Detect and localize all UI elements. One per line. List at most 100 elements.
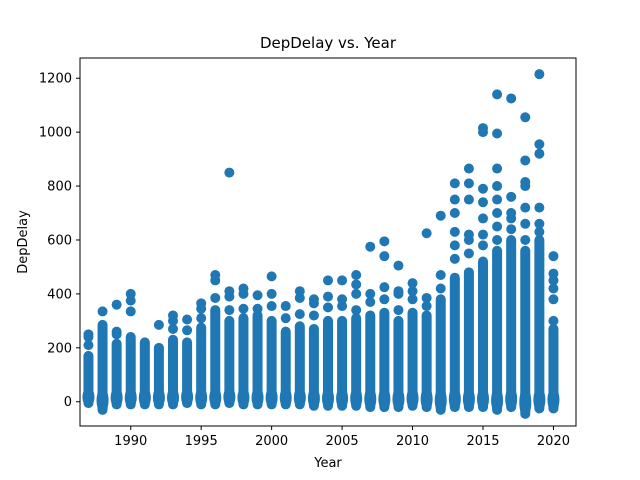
data-point-2009-3 [393, 260, 404, 271]
data-point-2011-0 [421, 301, 432, 312]
x-tick-label-1990: 1990 [114, 434, 147, 449]
point-cluster-2019 [533, 386, 546, 413]
data-point-2006-0 [351, 305, 362, 316]
data-point-2007-2 [365, 241, 376, 252]
data-point-2015-1 [478, 229, 488, 240]
data-point-2015-2 [478, 213, 488, 224]
data-point-1997-2 [224, 286, 235, 297]
point-cluster-2020 [547, 386, 560, 413]
data-point-2000-2 [266, 271, 277, 282]
point-cluster-2016 [491, 386, 504, 414]
data-point-2014-4 [463, 178, 474, 189]
data-point-2008-0 [379, 294, 390, 305]
data-point-2018-4 [520, 177, 531, 188]
point-cluster-1998 [237, 386, 250, 409]
data-point-1988-0 [97, 306, 108, 317]
data-point-1998-0 [238, 303, 249, 314]
data-point-2005-1 [337, 294, 348, 305]
x-axis-label: Year [313, 456, 342, 471]
x-tick-label-1995: 1995 [185, 434, 218, 449]
data-point-2016-4 [492, 181, 503, 192]
data-point-2002-2 [294, 286, 305, 297]
data-point-2016-3 [492, 194, 503, 205]
data-point-1994-0 [182, 325, 193, 336]
point-cluster-1991 [138, 386, 151, 409]
data-point-1996-2 [210, 270, 221, 281]
x-tick-label-2005: 2005 [326, 434, 359, 449]
data-point-1987-2 [83, 329, 94, 340]
point-cluster-1989 [110, 386, 123, 409]
data-point-1987-0 [83, 340, 94, 351]
y-tick-label-0: 0 [64, 395, 72, 410]
x-tick-label-2020: 2020 [537, 434, 570, 449]
data-point-2014-3 [463, 194, 474, 205]
data-point-2015-4 [478, 183, 488, 194]
data-point-2019-1 [534, 218, 545, 229]
point-cluster-1994 [181, 386, 194, 408]
data-point-2017-0 [506, 224, 517, 235]
data-point-2017-2 [506, 208, 517, 219]
data-point-2013-1 [449, 240, 460, 251]
y-tick-label-1200: 1200 [39, 72, 72, 87]
data-point-2013-0 [449, 253, 460, 264]
data-point-2000-0 [266, 301, 277, 312]
data-point-2016-6 [492, 128, 503, 139]
data-point-2001-0 [280, 313, 291, 324]
y-tick-label-200: 200 [47, 341, 72, 356]
data-point-2012-1 [435, 270, 446, 281]
point-cluster-1993 [167, 386, 179, 409]
data-point-2012-2 [435, 210, 446, 221]
point-cluster-1988 [96, 386, 109, 414]
point-cluster-2013 [448, 386, 461, 412]
point-cluster-1996 [209, 386, 222, 409]
data-point-2010-0 [407, 294, 418, 305]
data-point-2006-1 [351, 288, 362, 299]
data-point-2018-5 [520, 155, 531, 166]
x-axis-ticks: 1990 1995 2000 2005 2010 2015 2020 [114, 426, 570, 449]
point-cluster-2003 [307, 386, 320, 410]
data-point-2006-2 [351, 279, 362, 290]
data-point-1990-0 [125, 306, 136, 317]
y-tick-label-1000: 1000 [39, 126, 72, 141]
data-point-1989-1 [111, 326, 122, 337]
data-point-1992-0 [153, 319, 164, 330]
data-point-1999-1 [252, 290, 263, 301]
point-cluster-2001 [279, 386, 292, 409]
data-point-2003-0 [308, 310, 319, 321]
data-point-2004-0 [323, 302, 333, 313]
data-point-2007-0 [365, 296, 376, 307]
data-point-2018-2 [520, 202, 531, 213]
data-point-2014-0 [463, 248, 474, 259]
data-point-2017-4 [506, 93, 517, 104]
data-point-2019-4 [534, 139, 545, 150]
data-point-1997-3 [224, 167, 235, 178]
data-point-2012-0 [435, 283, 446, 294]
x-tick-label-2015: 2015 [466, 434, 499, 449]
data-point-1995-0 [196, 313, 207, 324]
point-cluster-2000 [265, 386, 278, 409]
data-points [82, 69, 560, 419]
data-point-2020-1 [548, 294, 559, 305]
point-cluster-2017 [505, 386, 518, 412]
data-point-2020-0 [548, 315, 559, 326]
data-point-2018-0 [520, 234, 531, 245]
data-point-2016-7 [492, 89, 503, 100]
data-point-2016-1 [492, 221, 503, 232]
data-point-2020-4 [548, 268, 559, 279]
point-cluster-1990 [124, 386, 137, 409]
data-point-1989-2 [111, 299, 122, 310]
data-point-2013-3 [449, 208, 460, 219]
data-point-2003-2 [308, 294, 319, 305]
data-point-2001-1 [280, 301, 291, 312]
data-point-1993-0 [168, 323, 178, 334]
data-point-2019-5 [534, 69, 545, 80]
data-point-2019-2 [534, 202, 545, 213]
point-cluster-2010 [406, 386, 419, 410]
data-point-2019-0 [534, 226, 545, 237]
data-point-2013-4 [449, 194, 460, 205]
plot-frame [79, 57, 577, 427]
data-point-1998-2 [238, 283, 249, 294]
y-tick-label-800: 800 [47, 180, 72, 195]
point-cluster-2007 [364, 386, 377, 412]
point-cluster-1999 [251, 386, 264, 409]
